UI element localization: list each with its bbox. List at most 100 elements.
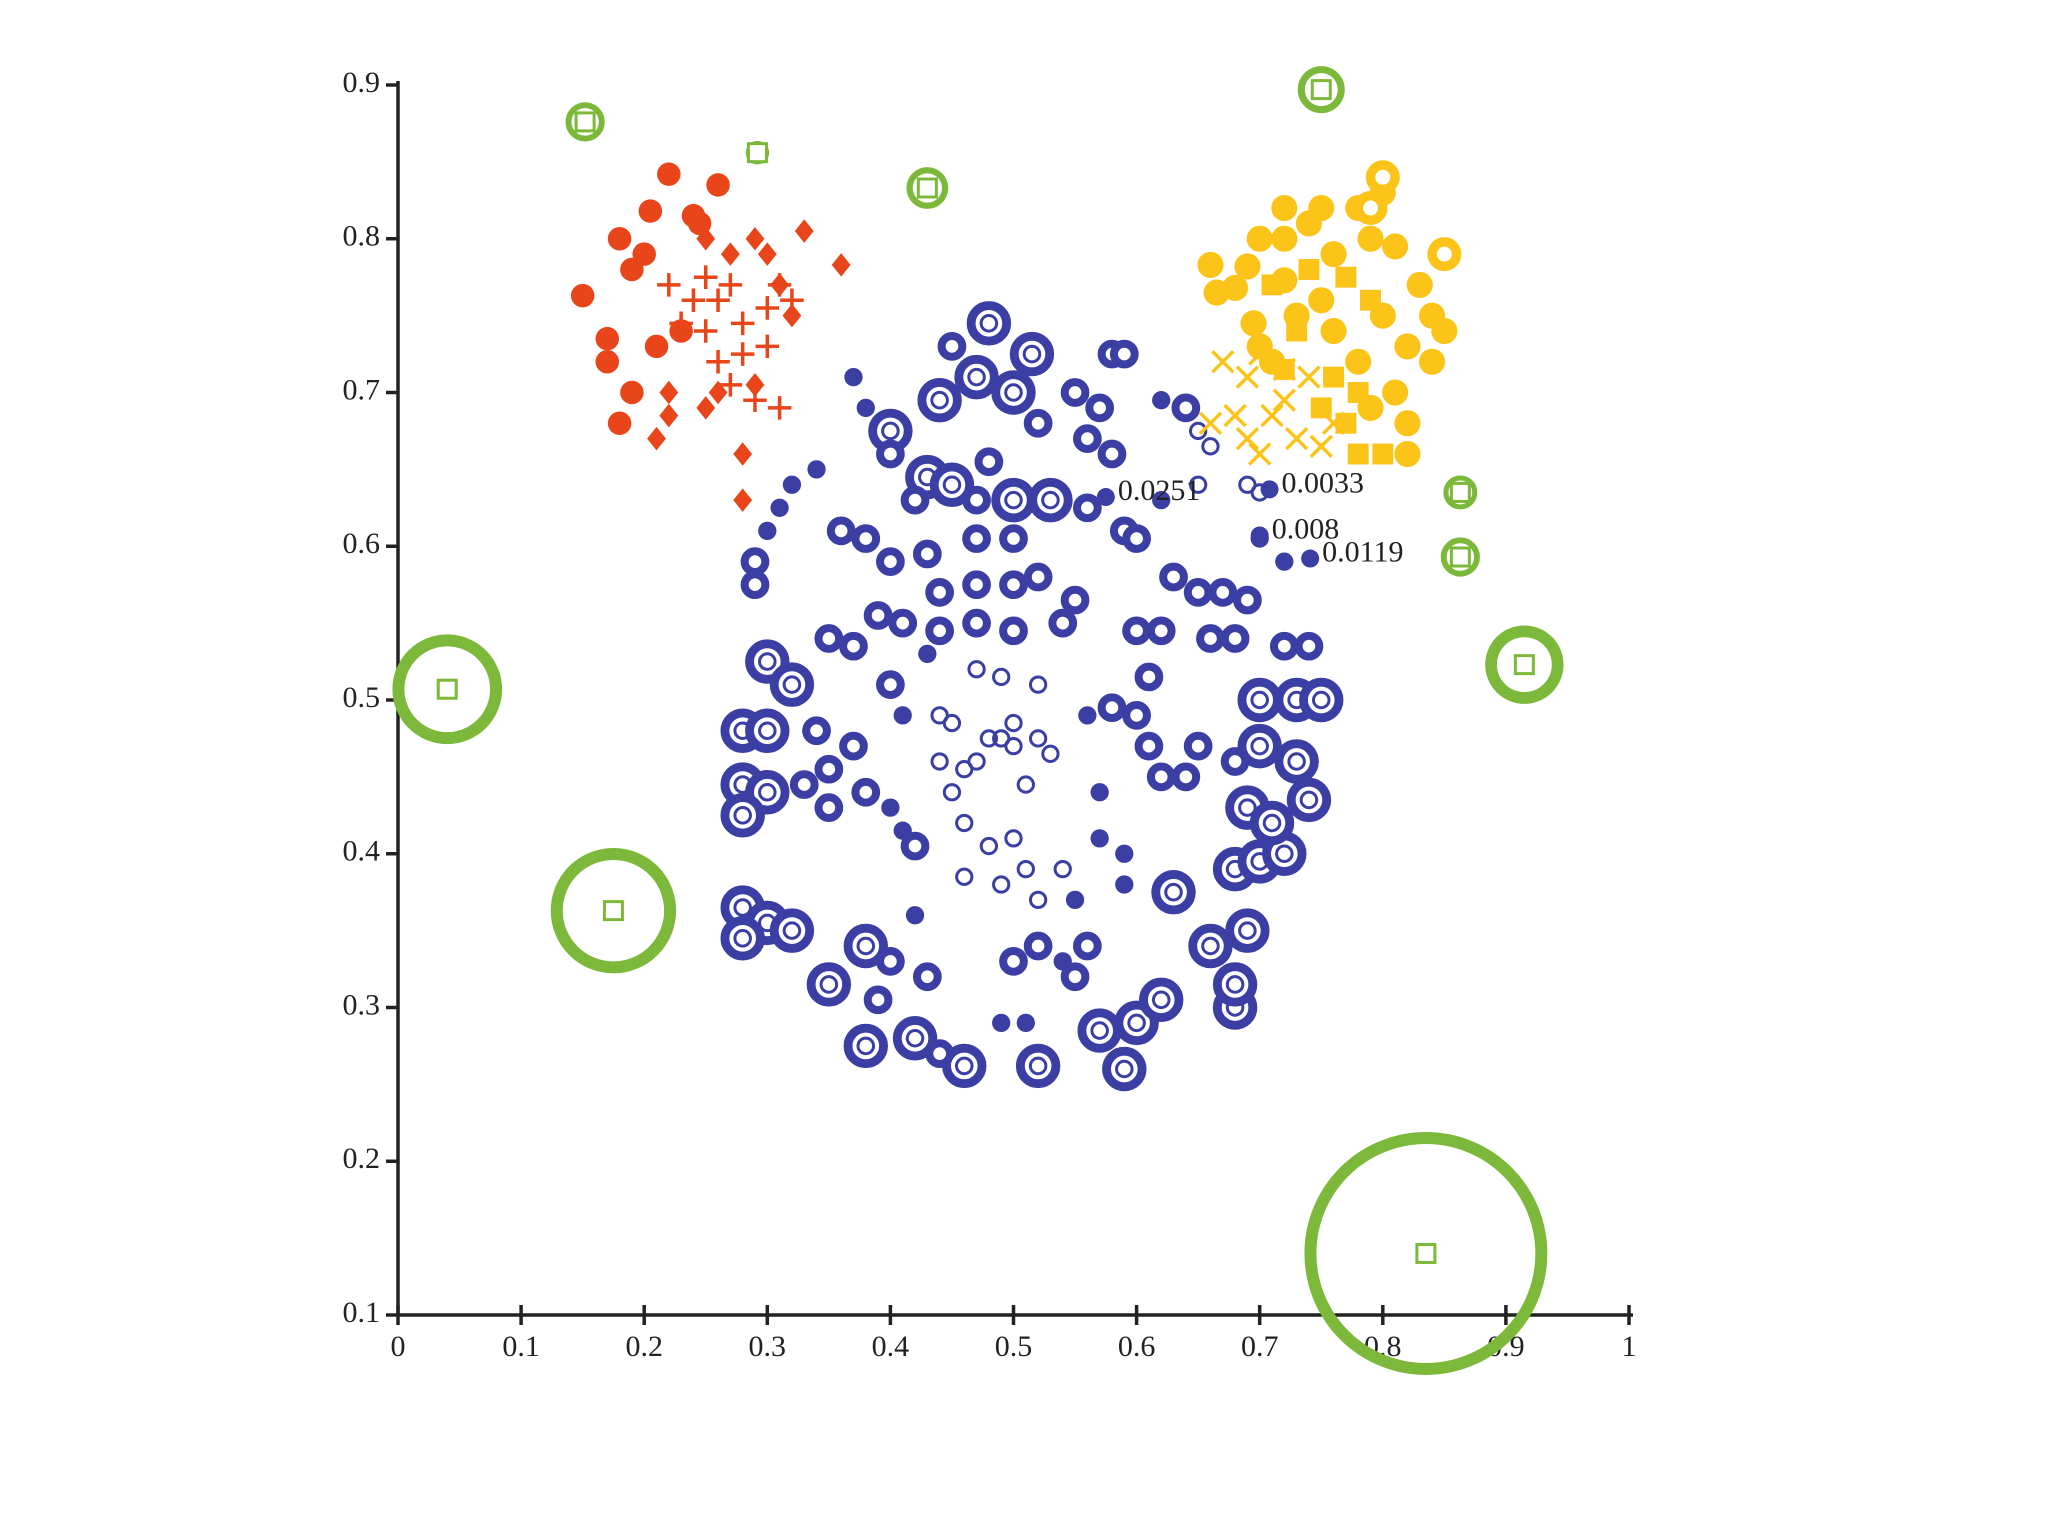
outlier-point xyxy=(565,102,605,142)
point xyxy=(1220,747,1250,776)
outlier-point xyxy=(1440,537,1480,577)
point xyxy=(888,608,918,638)
point-outer xyxy=(1077,1008,1122,1053)
point xyxy=(876,947,905,976)
point xyxy=(718,273,743,297)
y-tick-label: 0.5 xyxy=(343,681,381,714)
point xyxy=(1151,869,1196,915)
point xyxy=(706,288,730,313)
point xyxy=(1249,800,1295,846)
point xyxy=(570,283,595,308)
point-inner xyxy=(819,975,839,994)
point xyxy=(1102,1046,1147,1092)
point xyxy=(1077,1008,1122,1053)
point xyxy=(863,985,893,1015)
point xyxy=(1023,562,1053,592)
point-inner xyxy=(1041,490,1060,510)
point xyxy=(659,380,679,405)
point xyxy=(1197,251,1224,278)
point-outer xyxy=(1188,923,1233,969)
point-inner xyxy=(782,921,802,940)
point xyxy=(1016,859,1035,879)
outlier-point xyxy=(392,634,503,745)
point xyxy=(807,460,826,479)
point xyxy=(1347,443,1369,465)
outlier-point xyxy=(906,167,949,209)
point xyxy=(1072,931,1102,961)
point xyxy=(1211,350,1235,374)
point xyxy=(607,411,632,436)
point xyxy=(1134,662,1164,692)
point-inner xyxy=(1028,1056,1048,1076)
point xyxy=(720,242,740,266)
outlier-square xyxy=(746,142,768,164)
point xyxy=(706,349,730,374)
point-inner xyxy=(1151,990,1171,1010)
x-tick-label: 0 xyxy=(391,1330,406,1363)
point xyxy=(954,354,999,400)
point xyxy=(1171,762,1201,792)
point xyxy=(1072,493,1102,523)
point-outer xyxy=(1102,1046,1147,1092)
outlier-point xyxy=(1304,1132,1548,1375)
point-inner xyxy=(1004,383,1023,402)
point-inner xyxy=(1164,882,1183,902)
point xyxy=(1394,333,1421,360)
point xyxy=(999,524,1028,553)
point xyxy=(782,475,802,494)
point xyxy=(1090,829,1109,848)
point xyxy=(925,1039,955,1068)
point xyxy=(930,706,949,725)
point xyxy=(856,398,875,418)
point-outer xyxy=(966,301,1012,346)
point xyxy=(782,303,802,328)
point xyxy=(917,377,962,423)
point xyxy=(1418,348,1446,375)
annotated-point xyxy=(1250,526,1269,545)
point xyxy=(1382,379,1409,406)
outlier-circle xyxy=(1443,475,1478,510)
point xyxy=(1152,490,1171,510)
point xyxy=(1189,475,1208,494)
point xyxy=(1152,391,1171,410)
point xyxy=(1271,194,1298,222)
point xyxy=(1225,908,1270,953)
point xyxy=(1272,388,1297,412)
point-outer xyxy=(917,377,962,423)
point xyxy=(1323,366,1345,388)
point xyxy=(999,570,1028,600)
point xyxy=(831,253,851,277)
point xyxy=(1246,225,1273,252)
point xyxy=(720,916,765,961)
point xyxy=(1347,382,1369,403)
outlier-point xyxy=(1443,475,1478,510)
outlier-point xyxy=(550,847,677,974)
x-tick-label: 0.5 xyxy=(995,1330,1033,1363)
point xyxy=(1406,271,1433,298)
point-outer xyxy=(843,1023,888,1069)
point xyxy=(991,370,1036,415)
point-inner xyxy=(1250,736,1269,756)
point-inner xyxy=(758,721,777,741)
point-inner xyxy=(1201,936,1220,956)
point xyxy=(1139,977,1184,1023)
point xyxy=(814,624,844,653)
point-outer xyxy=(806,962,852,1007)
point xyxy=(770,498,789,517)
point xyxy=(962,485,991,515)
point-outer xyxy=(745,708,790,753)
point xyxy=(1097,693,1127,723)
point xyxy=(769,662,815,707)
point xyxy=(720,793,765,838)
point xyxy=(620,380,644,405)
point xyxy=(1016,1013,1035,1033)
point xyxy=(1260,403,1284,428)
point xyxy=(814,793,844,822)
x-tick-label: 0.4 xyxy=(872,1330,910,1363)
annotated-point xyxy=(1260,480,1279,499)
point xyxy=(991,477,1036,523)
point-inner xyxy=(758,782,777,802)
point xyxy=(1212,962,1258,1007)
outlier-square xyxy=(1415,1243,1437,1264)
point xyxy=(900,485,930,515)
